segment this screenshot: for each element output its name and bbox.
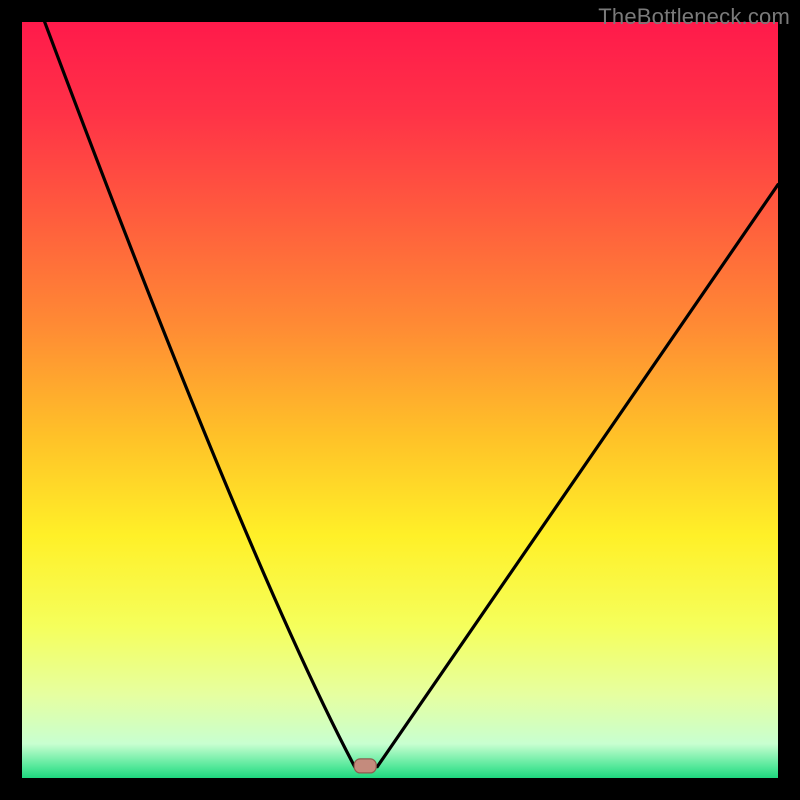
optimal-point-marker	[354, 759, 376, 773]
chart-svg	[0, 0, 800, 800]
chart-container: TheBottleneck.com	[0, 0, 800, 800]
plot-area	[22, 22, 778, 778]
watermark-text: TheBottleneck.com	[598, 4, 790, 30]
